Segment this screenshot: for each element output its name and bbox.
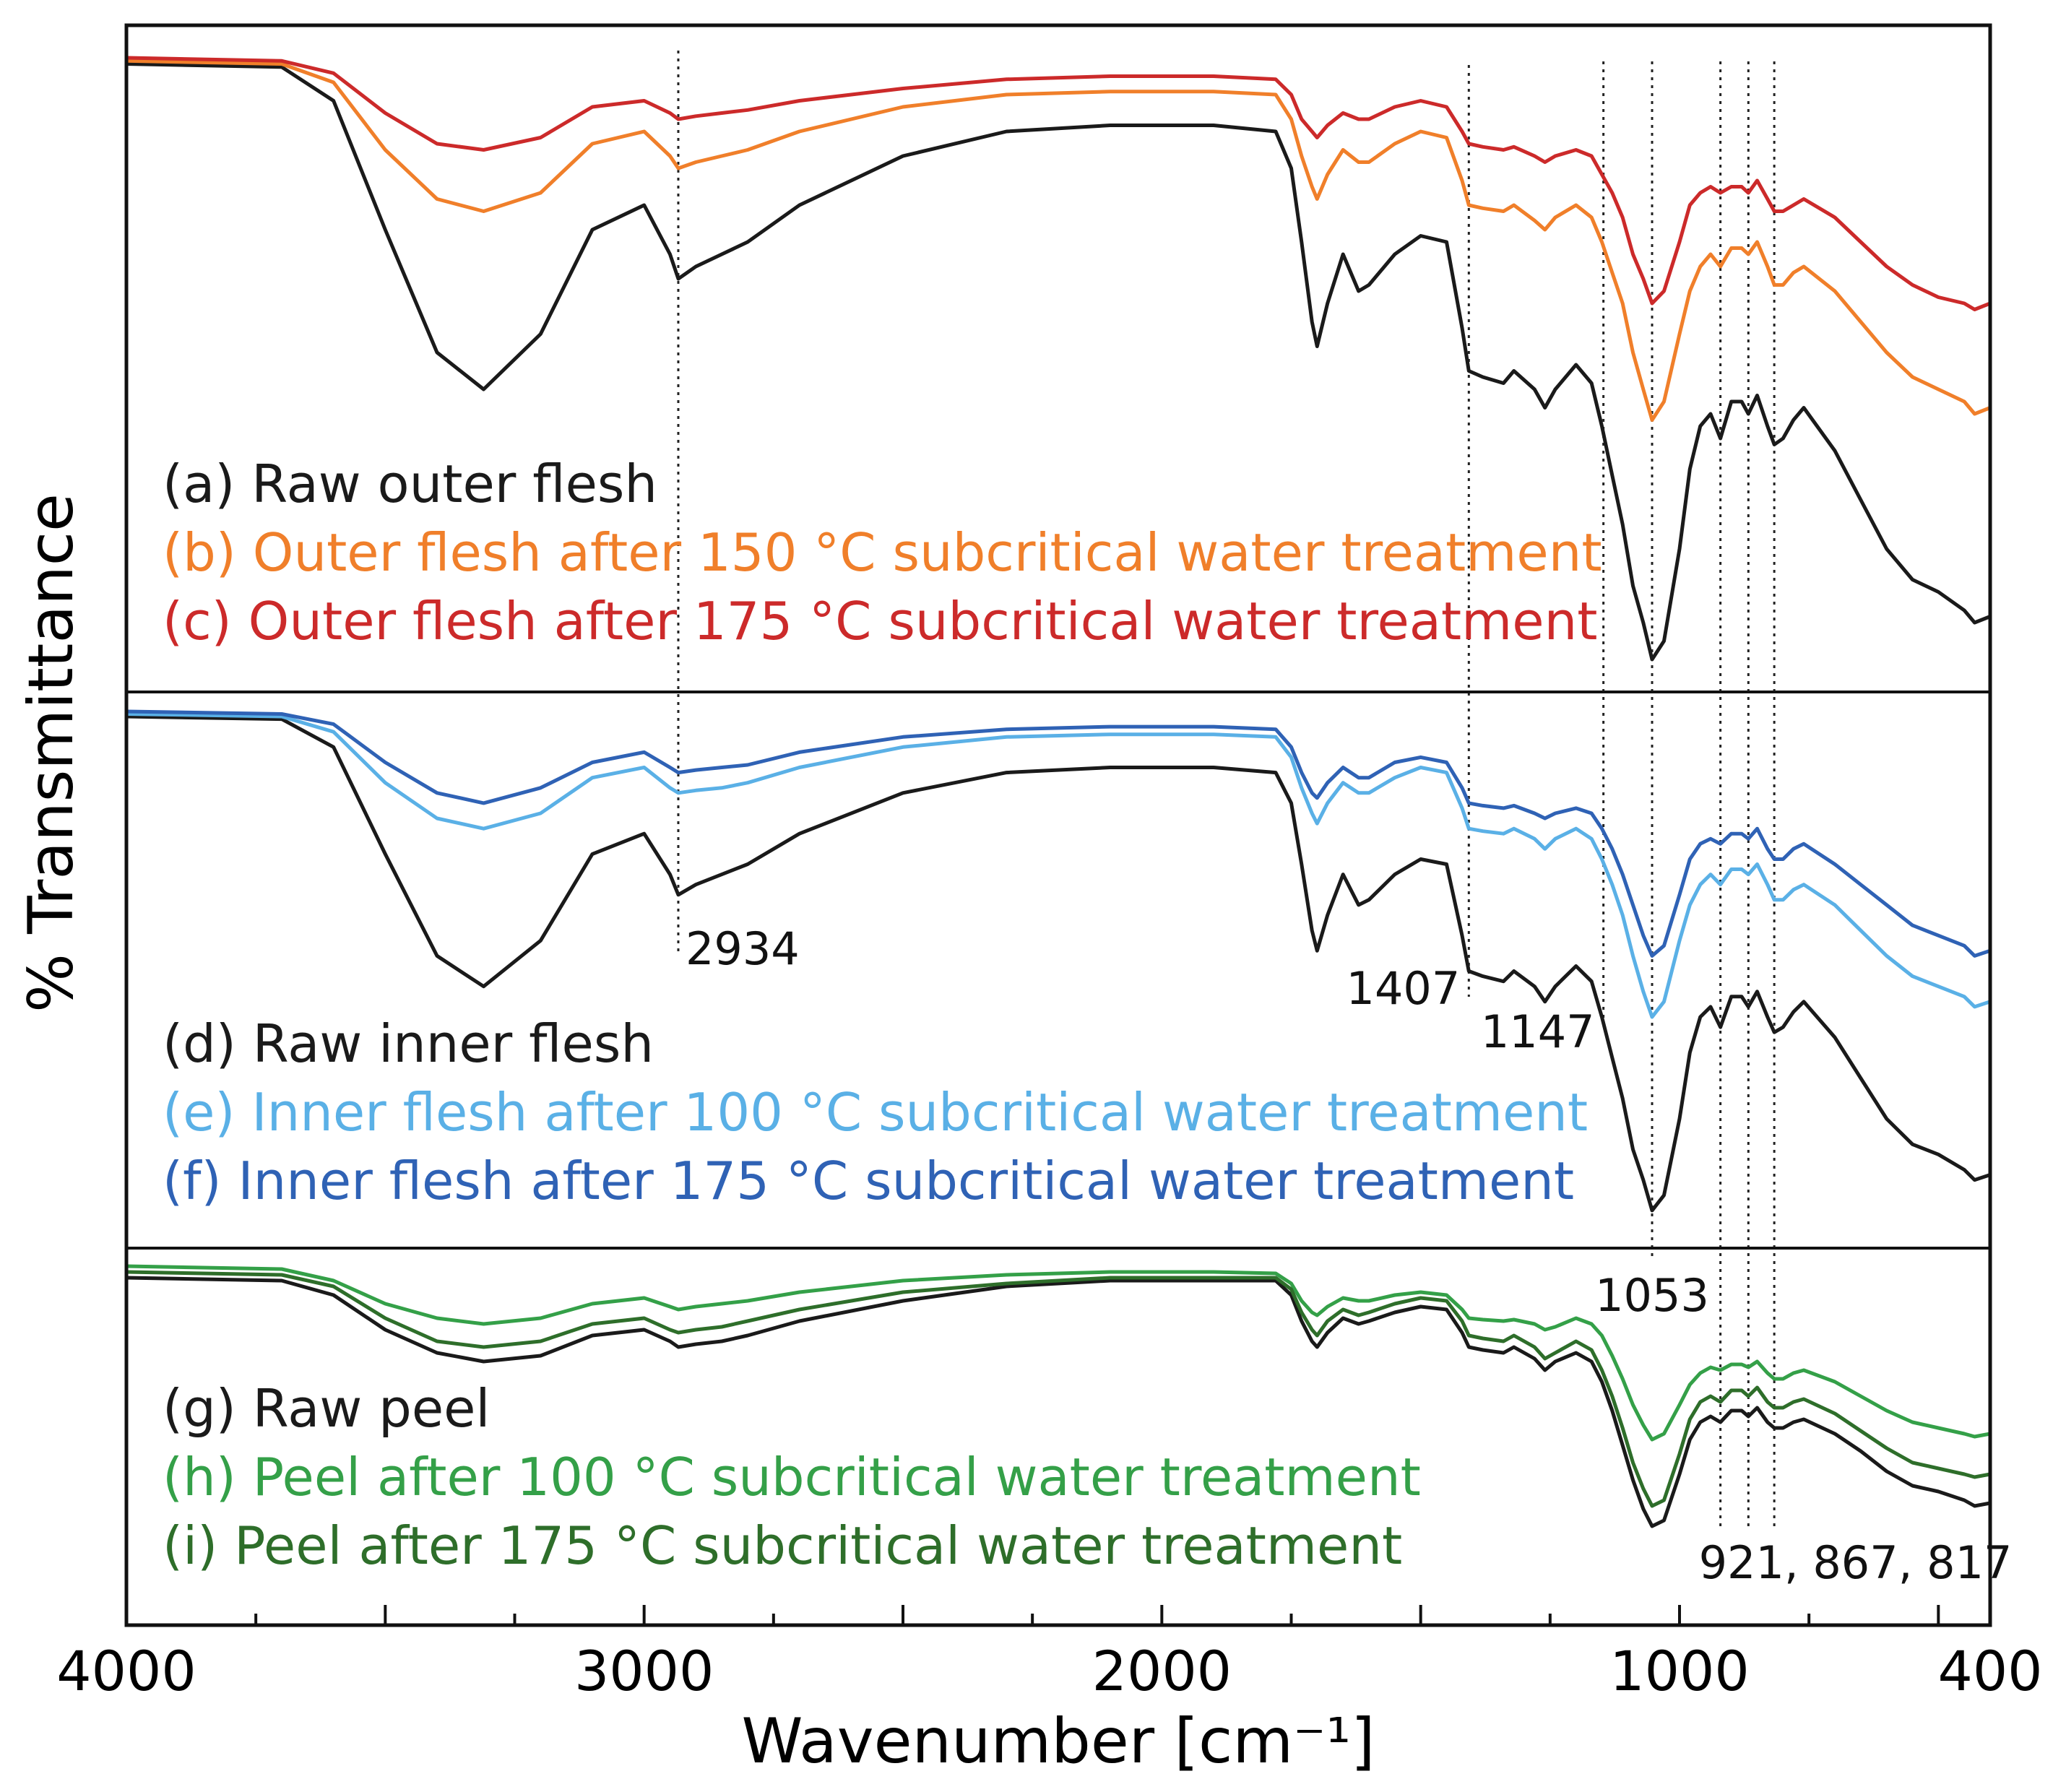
peak-annotation: 1407 (1347, 962, 1461, 1015)
series-line-panel1-3 (126, 56, 1991, 311)
peak-annotation: 1053 (1595, 1269, 1709, 1322)
plot-area (126, 51, 1991, 1528)
series-line-panel2-2 (126, 712, 1991, 1019)
legend-entry: (c) Outer flesh after 175 °C subcritical… (163, 591, 1597, 652)
peak-annotation: 2934 (686, 922, 800, 975)
series-line-panel2-1 (126, 714, 1991, 1213)
x-tick-label: 1000 (1609, 1639, 1749, 1703)
peak-annotation: 1147 (1481, 1005, 1595, 1058)
series-line-panel2-3 (126, 709, 1991, 958)
annotations: 2934 1407 1147 1053 921, 867, 817 (686, 922, 2013, 1589)
series-line-panel3-3 (126, 1270, 1991, 1508)
legend-entry: (b) Outer flesh after 150 °C subcritical… (163, 522, 1602, 583)
x-tick-label: 4000 (56, 1639, 196, 1703)
legend-entry: (f) Inner flesh after 175 °C subcritical… (163, 1151, 1574, 1211)
legend-entry: (e) Inner flesh after 100 °C subcritical… (163, 1082, 1588, 1143)
plot-frame (124, 23, 1992, 1627)
series-line-panel3-1 (126, 1276, 1991, 1528)
legend-entry: (d) Raw inner flesh (163, 1013, 654, 1074)
legends: (a) Raw outer flesh (b) Outer flesh after… (163, 454, 1602, 1576)
x-tick-label: 3000 (574, 1639, 714, 1703)
x-axis-title: Wavenumber [cm⁻¹] (741, 1705, 1375, 1778)
series-line-panel1-1 (126, 62, 1991, 662)
legend-entry: (h) Peel after 100 °C subcritical water … (163, 1447, 1421, 1507)
series-line-panel1-2 (126, 59, 1991, 422)
x-tick-label: 400 (1937, 1639, 2042, 1703)
legend-entry: (g) Raw peel (163, 1378, 490, 1439)
x-tick-label: 2000 (1092, 1639, 1232, 1703)
series-line-panel3-2 (126, 1264, 1991, 1442)
legend-entry: (a) Raw outer flesh (163, 454, 657, 514)
legend-entry: (i) Peel after 175 °C subcritical water … (163, 1515, 1402, 1576)
y-axis-title: % Transmittance (15, 493, 87, 1013)
x-ticks: 4000 3000 2000 1000 400 (56, 1605, 2043, 1703)
peak-annotation: 921, 867, 817 (1699, 1536, 2013, 1589)
